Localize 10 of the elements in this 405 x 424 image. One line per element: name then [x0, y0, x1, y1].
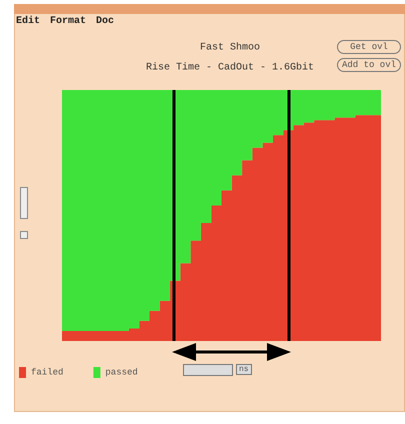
chart-subtitle: Rise Time - CadOut - 1.6Gbit: [146, 62, 314, 74]
legend-label: passed: [105, 368, 138, 378]
text: Add to ovl: [337, 58, 401, 72]
chart-title: Fast Shmoo: [200, 42, 260, 54]
text: ns: [236, 364, 252, 375]
text: Edit: [16, 16, 40, 27]
text: Format: [50, 16, 86, 27]
legend-label: failed: [31, 368, 64, 378]
text: Doc: [96, 16, 114, 27]
text: Get ovl: [337, 40, 401, 54]
